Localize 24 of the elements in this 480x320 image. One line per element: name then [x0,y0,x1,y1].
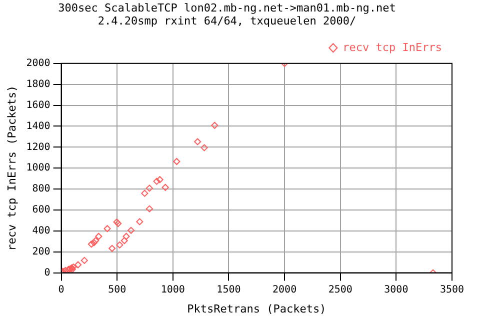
chart-subtitle: 2.4.20smp rxint 64/64, txqueuelen 2000/ [98,14,356,28]
legend-label: recv tcp InErrs [342,40,442,54]
y-tick-label: 0 [44,267,50,278]
x-axis-title: PktsRetrans (Packets) [187,302,326,316]
y-tick-label: 1200 [26,142,50,153]
x-tick-label: 1000 [160,284,185,296]
y-tick-label: 800 [32,184,50,195]
y-tick-label: 1600 [26,100,50,111]
y-tick-label: 2000 [26,58,50,69]
y-tick-label: 1800 [26,78,50,90]
y-tick-label: 400 [32,226,50,237]
y-tick-label: 200 [32,246,50,258]
x-tick-label: 0 [58,284,64,296]
y-tick-label: 600 [32,204,50,216]
x-tick-label: 2500 [328,284,352,296]
x-tick-label: 1500 [216,284,241,296]
y-tick-label: 1000 [26,162,50,174]
x-tick-label: 3500 [440,284,464,296]
y-tick-label: 1400 [26,120,50,132]
y-axis-title: recv tcp InErrs (Packets) [5,85,18,251]
chart-title: 300sec ScalableTCP lon02.mb-ng.net->man01.mb-ng.net [58,1,396,14]
x-tick-label: 3000 [384,284,408,296]
x-tick-label: 2000 [272,284,297,296]
x-tick-label: 500 [108,284,126,296]
